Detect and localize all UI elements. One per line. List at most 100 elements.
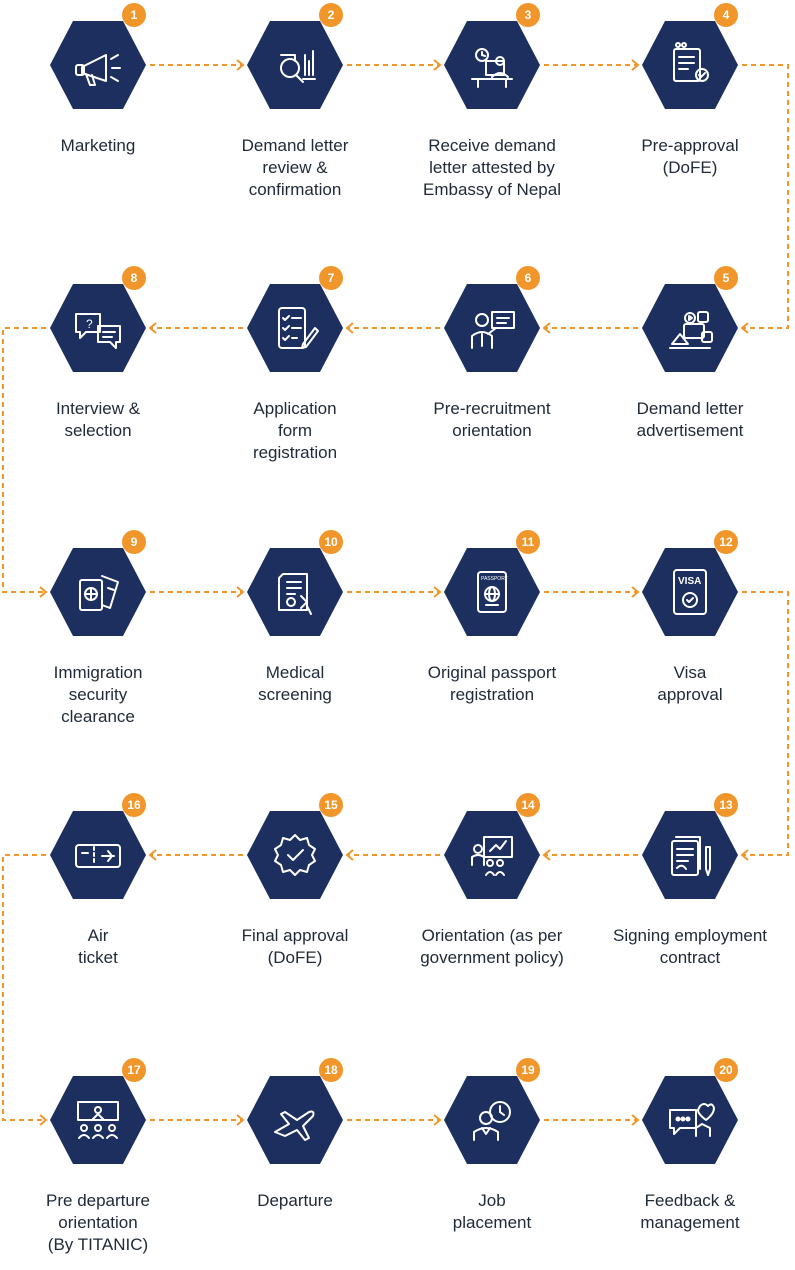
step-number-badge: 9 [122,530,146,554]
turn-right-2 [742,591,789,856]
step-number-badge: 4 [714,3,738,27]
step-label: Demand letter advertisement [636,399,744,440]
megaphone-icon [50,21,146,109]
step-label: Job placement [452,1191,532,1232]
step-number-badge: 3 [516,3,540,27]
step-number-badge: 7 [319,266,343,290]
svg-text:PASSPORT: PASSPORT [481,576,508,582]
process-step-11: PASSPORT 11 Original passport registration [407,530,577,742]
connector-row5-2-arrowhead [433,1114,442,1126]
step-hexagon: 16 [48,793,148,905]
process-step-19: 19 Job placement [407,1058,577,1270]
process-step-12: VISA 12 Visa approval [605,530,775,742]
step-number-badge: 11 [516,530,540,554]
turn-left-2 [2,854,46,1121]
desk-worker-icon [444,21,540,109]
step-number-badge: 10 [319,530,343,554]
process-step-14: 14 Orientation (as per government policy) [407,793,577,1005]
step-label: Receive demand letter attested by Embass… [423,136,561,199]
medical-report-icon [247,548,343,636]
step-label: Visa approval [657,663,723,704]
chat-bubbles-icon: ? [50,284,146,372]
step-label: Orientation (as per government policy) [420,926,564,967]
connector-row5-1-arrowhead [236,1114,245,1126]
process-step-18: 18 Departure [210,1058,380,1270]
connector-row3-2-arrowhead [433,586,442,598]
process-step-16: 16 Air ticket [13,793,183,1005]
visa-icon: VISA [642,548,738,636]
checklist-icon [247,284,343,372]
step-hexagon: 7 [245,266,345,378]
process-step-3: 3 Receive demand letter attested by Embas… [407,3,577,215]
step-hexagon: 10 [245,530,345,642]
step-label: Final approval (DoFE) [241,926,349,967]
passport-icon: PASSPORT [444,548,540,636]
step-number-badge: 15 [319,793,343,817]
connector-row3-3-arrowhead [631,586,640,598]
process-step-4: 4 Pre-approval (DoFE) [605,3,775,215]
step-hexagon: 14 [442,793,542,905]
step-label: Immigration security clearance [53,663,143,726]
step-label: Pre-approval (DoFE) [641,136,739,177]
svg-text:?: ? [86,317,93,331]
connector-row4-1-arrowhead [148,849,157,861]
turn-left-1-arrowhead [39,586,48,598]
step-label: Departure [257,1191,333,1210]
air-ticket-icon [50,811,146,899]
connector-row2-1-arrowhead [148,322,157,334]
check-seal-icon [247,811,343,899]
employee-clock-icon [444,1076,540,1164]
step-hexagon: 6 [442,266,542,378]
step-number-badge: 8 [122,266,146,290]
step-hexagon: 18 [245,1058,345,1170]
process-step-1: 1 Marketing [13,3,183,215]
turn-right-2-arrowhead [740,849,749,861]
process-step-20: 20 Feedback & management [605,1058,775,1270]
step-number-badge: 19 [516,1058,540,1082]
connector-row3-1-arrowhead [236,586,245,598]
turn-left-1 [2,327,46,593]
step-number-badge: 17 [122,1058,146,1082]
connector-row4-2-arrowhead [345,849,354,861]
connector-row2-3-arrowhead [542,322,551,334]
step-hexagon: 15 [245,793,345,905]
connector-row1-2-arrowhead [433,59,442,71]
step-label: Interview & selection [55,399,141,440]
process-step-7: 7 Application form registration [210,266,380,478]
connector-row4-3-arrowhead [542,849,551,861]
classroom-icon [444,811,540,899]
step-number-badge: 5 [714,266,738,290]
step-hexagon: 4 [640,3,740,115]
airplane-icon [247,1076,343,1164]
step-hexagon: 20 [640,1058,740,1170]
step-number-badge: 1 [122,3,146,27]
step-hexagon: 2 [245,3,345,115]
step-label: Air ticket [78,926,118,967]
step-hexagon: 1 [48,3,148,115]
svg-text:VISA: VISA [678,576,701,587]
step-hexagon: 5 [640,266,740,378]
process-step-15: 15 Final approval (DoFE) [210,793,380,1005]
step-number-badge: 6 [516,266,540,290]
feedback-hands-icon [642,1076,738,1164]
step-hexagon: VISA 12 [640,530,740,642]
process-step-2: 2 Demand letter review & confirmation [210,3,380,215]
passport-ticket-icon [50,548,146,636]
process-step-9: 9 Immigration security clearance [13,530,183,742]
process-step-5: 5 Demand letter advertisement [605,266,775,478]
step-number-badge: 16 [122,793,146,817]
process-step-17: 17 Pre departure orientation (By TITANIC) [13,1058,183,1270]
step-label: Feedback & management [640,1191,740,1232]
step-number-badge: 18 [319,1058,343,1082]
step-number-badge: 2 [319,3,343,27]
step-hexagon: 13 [640,793,740,905]
step-label: Demand letter review & confirmation [241,136,349,199]
step-number-badge: 13 [714,793,738,817]
step-label: Medical screening [258,663,332,704]
step-number-badge: 20 [714,1058,738,1082]
process-step-10: 10 Medical screening [210,530,380,742]
step-label: Application form registration [252,399,338,462]
step-number-badge: 14 [516,793,540,817]
contract-pen-icon [642,811,738,899]
